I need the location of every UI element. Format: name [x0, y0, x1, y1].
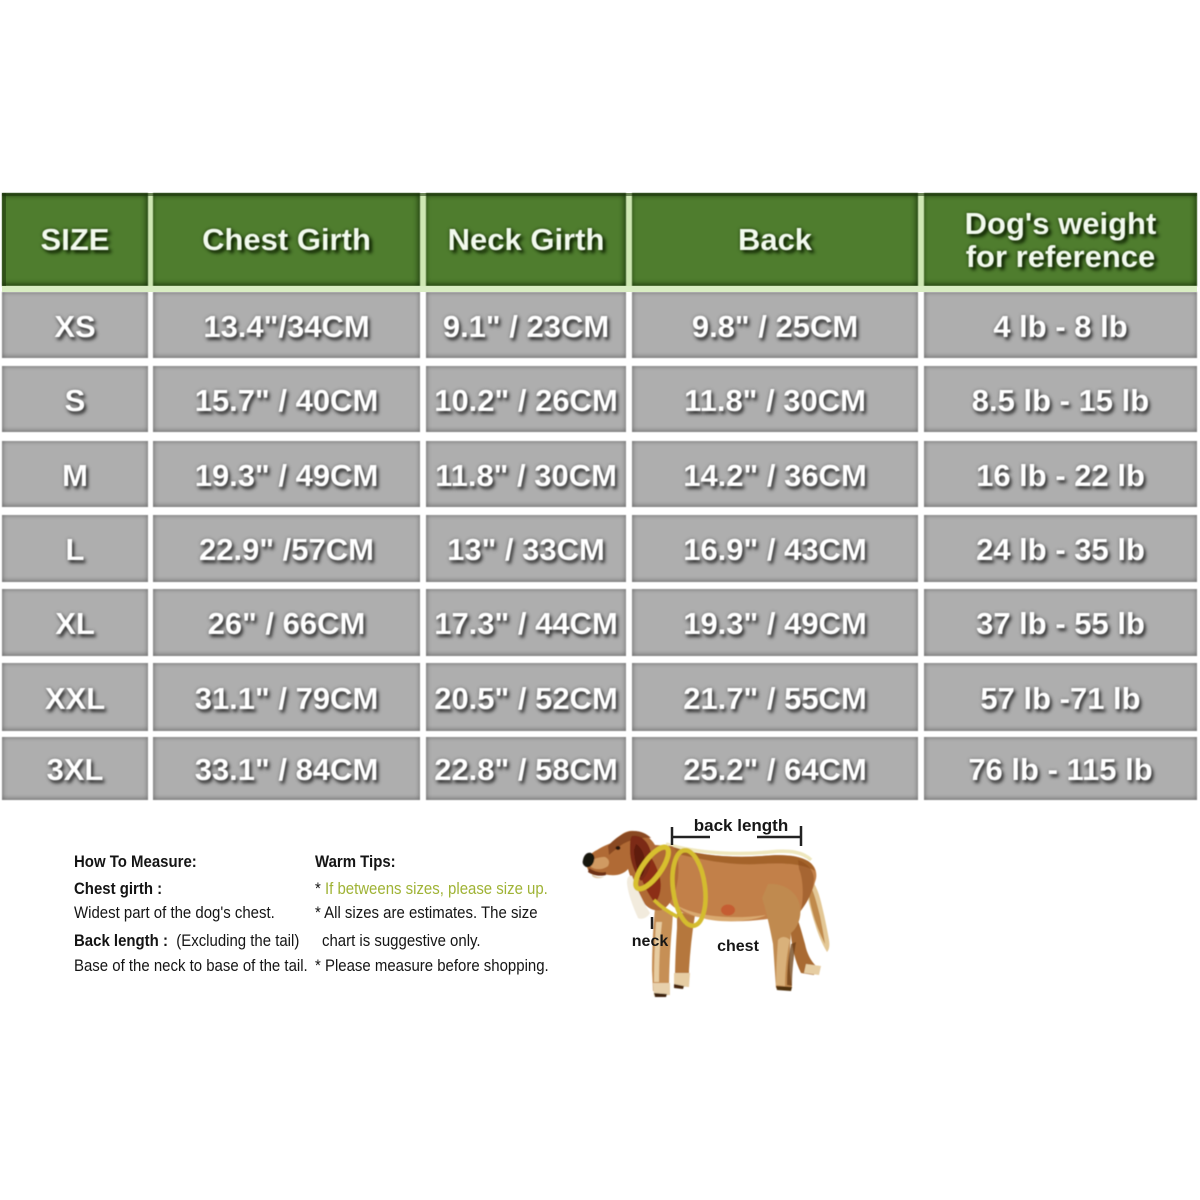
svg-text:neck: neck [632, 933, 669, 950]
svg-text:chest: chest [717, 938, 759, 955]
svg-text:back length: back length [694, 816, 788, 835]
